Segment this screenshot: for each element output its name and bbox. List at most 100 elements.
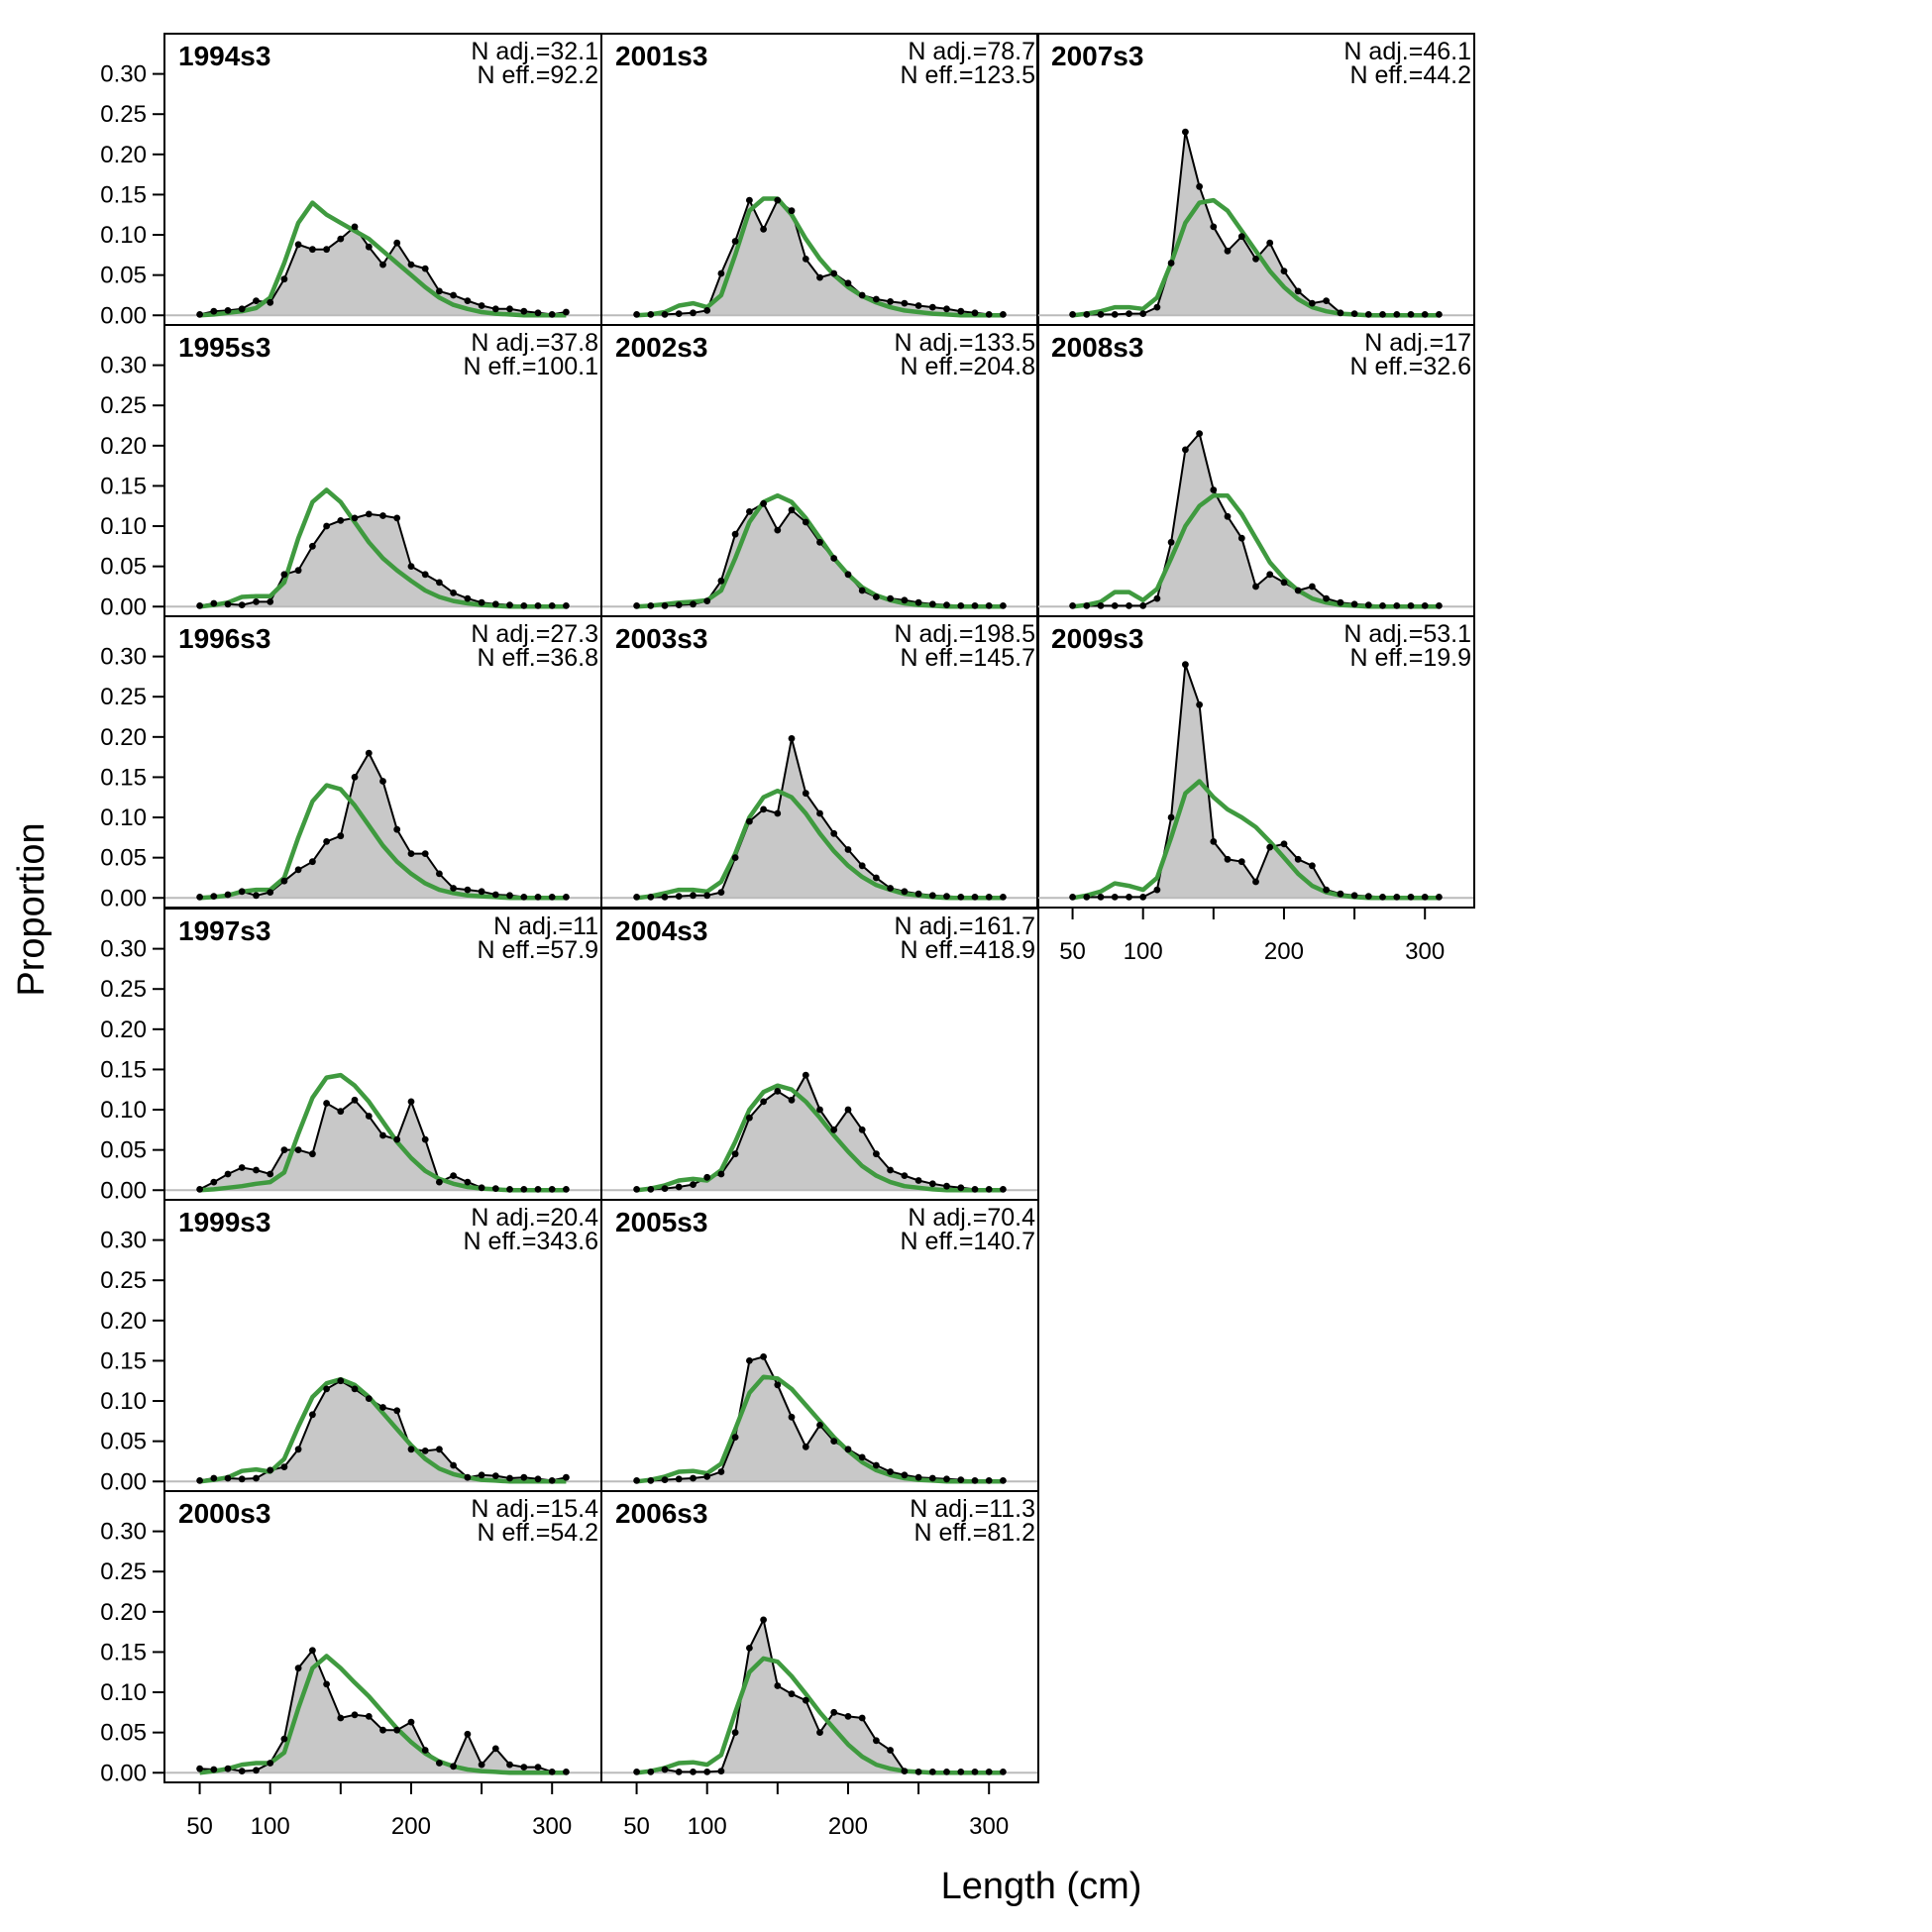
n-eff-label: N eff.=100.1 <box>464 353 598 380</box>
observed-point <box>1224 247 1232 255</box>
y-tick-label: 0.20 <box>100 724 147 751</box>
observed-point <box>436 287 443 295</box>
observed-point <box>1182 446 1189 454</box>
observed-point <box>464 886 472 894</box>
observed-point <box>323 1385 330 1393</box>
observed-point <box>901 1172 909 1179</box>
observed-point <box>365 510 373 518</box>
observed-point <box>802 1443 809 1450</box>
observed-point <box>534 1764 542 1771</box>
panel-grid: 1994s3 N adj.=32.1N eff.=92.2 0.00 0.05 0.10… <box>100 33 1475 1840</box>
observed-point <box>491 891 499 899</box>
observed-point <box>943 1475 950 1483</box>
y-tick-label: 0.20 <box>100 433 147 460</box>
observed-point <box>1436 894 1443 901</box>
observed-point <box>534 894 542 901</box>
x-tick-label: 50 <box>623 1813 650 1840</box>
observed-point <box>267 1760 274 1767</box>
observed-point <box>224 600 232 608</box>
n-adj-label: N adj.=11 <box>493 912 598 940</box>
y-tick-label: 0.05 <box>100 263 147 289</box>
observed-point <box>1224 855 1232 863</box>
observed-point <box>1421 894 1429 901</box>
observed-point <box>844 1713 852 1720</box>
observed-point <box>788 735 796 742</box>
panel-1994s3: 1994s3 N adj.=32.1N eff.=92.2 0.00 0.05 0.10… <box>100 33 602 329</box>
observed-point <box>210 893 218 900</box>
panel-2007s3: 2007s3 N adj.=46.1N eff.=44.2 <box>1036 33 1475 326</box>
observed-point <box>520 894 528 901</box>
observed-point <box>478 1184 485 1192</box>
observed-point <box>633 1186 640 1193</box>
observed-point <box>844 1106 852 1114</box>
observed-point <box>1083 602 1091 609</box>
observed-point <box>633 311 640 318</box>
observed-point <box>1111 311 1119 318</box>
observed-point <box>746 1645 753 1652</box>
observed-point <box>393 1407 401 1415</box>
observed-point <box>421 1448 429 1454</box>
observed-point <box>267 298 274 306</box>
y-tick-label: 0.20 <box>100 1599 147 1626</box>
observed-point <box>914 890 922 898</box>
panel-title: 2008s3 <box>1051 332 1143 363</box>
observed-point <box>351 223 359 231</box>
observed-point <box>830 829 838 837</box>
panel-title: 1996s3 <box>178 623 270 654</box>
observed-fill <box>199 1100 567 1191</box>
observed-point <box>788 1096 796 1104</box>
observed-point <box>563 1473 570 1481</box>
observed-point <box>280 1463 288 1470</box>
observed-point <box>971 894 979 901</box>
observed-point <box>703 892 711 900</box>
observed-point <box>830 555 838 562</box>
observed-point <box>746 1357 753 1364</box>
observed-point <box>816 1729 823 1736</box>
observed-point <box>703 1769 711 1775</box>
expected-line <box>199 487 567 609</box>
observed-point <box>294 1664 302 1672</box>
observed-point <box>830 1438 838 1445</box>
observed-point <box>943 1769 950 1775</box>
observed-point <box>407 563 415 570</box>
n-adj-label: N adj.=70.4 <box>908 1204 1035 1232</box>
observed-point <box>914 302 922 309</box>
observed-point <box>1237 233 1245 241</box>
observed-point <box>1210 838 1218 845</box>
observed-point <box>1350 600 1358 608</box>
observed-point <box>914 1473 922 1481</box>
observed-point <box>1323 886 1330 894</box>
x-tick-label: 50 <box>1059 938 1086 965</box>
n-eff-label: N eff.=36.8 <box>477 644 598 672</box>
observed-point <box>914 1769 922 1775</box>
observed-point <box>816 1106 823 1114</box>
observed-point <box>1111 894 1119 901</box>
observed-point <box>703 597 711 604</box>
observed-point <box>901 1471 909 1479</box>
observed-point <box>407 1446 415 1453</box>
observed-point <box>887 1747 894 1754</box>
observed-point <box>901 888 909 896</box>
observed-point <box>844 571 852 579</box>
observed-point <box>294 1146 302 1153</box>
observed-point <box>1000 894 1007 901</box>
observed-point <box>858 1126 866 1133</box>
observed-point <box>506 892 513 900</box>
observed-point <box>1083 894 1091 901</box>
y-tick-label: 0.25 <box>100 1267 147 1294</box>
observed-point <box>844 279 852 287</box>
observed-point <box>351 1096 359 1104</box>
observed-point <box>957 894 965 901</box>
y-axis-title: Proportion <box>11 822 53 996</box>
observed-point <box>633 1477 640 1484</box>
observed-point <box>957 1769 965 1775</box>
observed-point <box>478 1471 485 1479</box>
observed-point <box>985 311 993 318</box>
observed-point <box>210 1766 218 1773</box>
y-tick-label: 0.15 <box>100 181 147 208</box>
observed-point <box>436 579 443 587</box>
expected-line <box>636 1656 1004 1775</box>
observed-point <box>1069 311 1076 318</box>
